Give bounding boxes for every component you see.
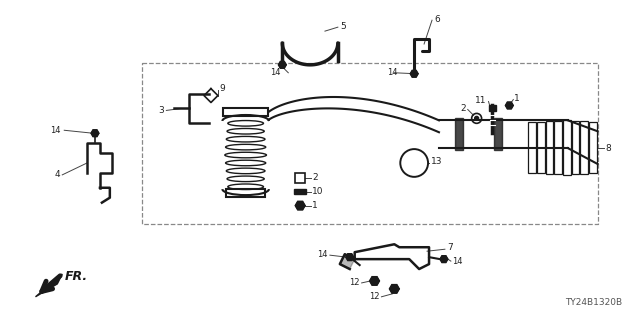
Bar [528,122,536,173]
Bar [589,122,596,173]
Bar [295,173,305,183]
Bar [226,189,266,197]
Text: 12: 12 [349,278,360,287]
Polygon shape [440,256,448,263]
Bar [223,108,268,116]
Polygon shape [506,102,513,109]
Text: 14: 14 [452,257,462,266]
Text: 5: 5 [340,22,346,31]
Bar [141,63,598,224]
Polygon shape [410,70,418,77]
Text: 14: 14 [271,68,281,77]
Polygon shape [278,61,286,68]
Bar [545,121,553,174]
Text: 9: 9 [219,84,225,93]
Bar [495,118,502,150]
Bar [488,106,497,111]
Text: 2: 2 [460,104,466,113]
Text: TY24B1320B: TY24B1320B [565,298,622,307]
Text: 1: 1 [515,94,520,103]
Text: 7: 7 [447,243,452,252]
Bar [563,120,570,175]
Polygon shape [369,277,380,285]
Text: 14: 14 [317,250,328,259]
Polygon shape [295,201,305,210]
Circle shape [475,116,479,120]
Bar [537,122,545,173]
Polygon shape [346,254,354,260]
Text: 8: 8 [605,144,611,153]
Text: 2: 2 [312,173,317,182]
Text: FR.: FR. [65,270,88,284]
Text: 3: 3 [159,106,164,115]
Bar [455,118,463,150]
Text: 13: 13 [431,157,442,166]
Text: 4: 4 [54,170,60,180]
Bar [580,121,588,174]
Bar [294,189,306,194]
Text: 6: 6 [434,15,440,24]
Text: 14: 14 [387,68,398,77]
Text: 10: 10 [312,187,324,196]
Text: 11: 11 [475,96,486,105]
Text: 1: 1 [312,201,318,210]
Polygon shape [389,284,399,293]
Text: 12: 12 [369,292,380,301]
Bar [554,121,562,174]
Polygon shape [91,130,99,137]
Bar [572,121,579,174]
Text: 14: 14 [51,126,61,135]
Polygon shape [340,254,355,269]
Polygon shape [35,274,62,297]
